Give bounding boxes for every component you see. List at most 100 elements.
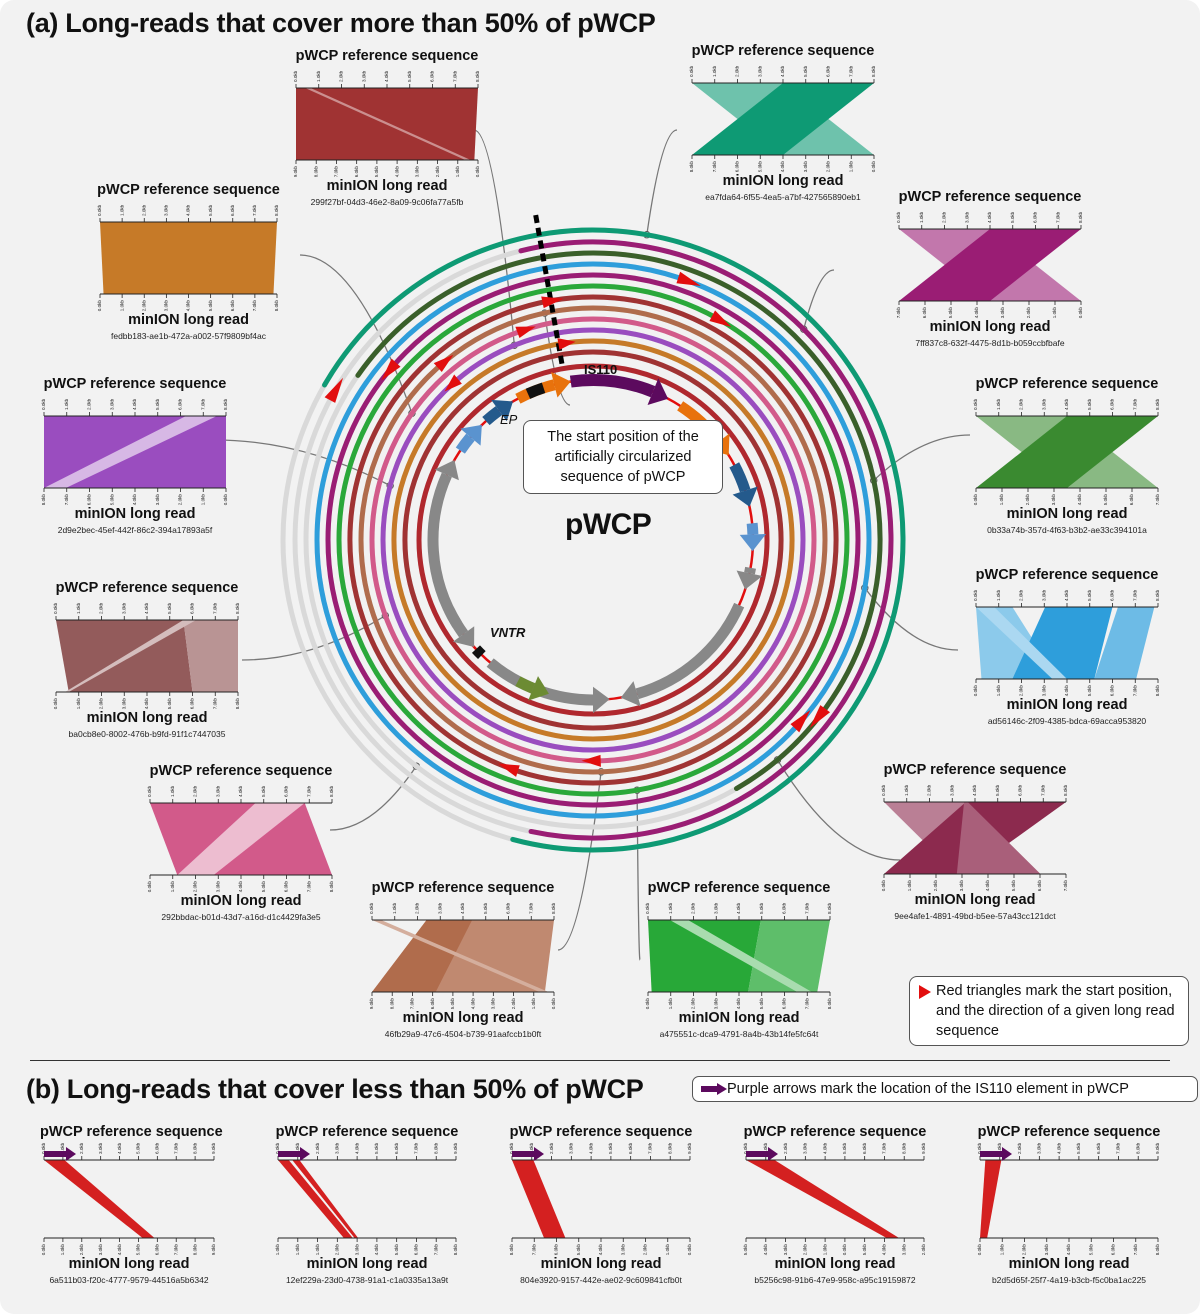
tick-label: 6.0kb bbox=[87, 494, 92, 506]
tick-label: 7.0kb bbox=[200, 398, 205, 410]
tick-label: 6.0kb bbox=[1037, 880, 1042, 892]
tick-label: 8.0kb bbox=[274, 300, 279, 312]
read-ring bbox=[314, 261, 872, 819]
tick-label: 3.0kb bbox=[1041, 685, 1046, 697]
start-triangle bbox=[381, 358, 401, 381]
tick-label: 2.0kb bbox=[1019, 398, 1024, 410]
tick-label: 5.0kb bbox=[1011, 880, 1016, 892]
is110-label: IS110 bbox=[584, 362, 618, 377]
red-triangle-icon bbox=[919, 985, 931, 999]
tick-label: 7.0kb bbox=[1055, 211, 1060, 223]
read-title: minION long read bbox=[86, 710, 208, 726]
partial-alignment-panel: pWCP reference sequence 0.0kb 1.0kb 2.0kb 3.… bbox=[976, 1124, 1162, 1286]
tick-label: 4.0kb bbox=[1064, 398, 1069, 410]
gene-map bbox=[427, 371, 767, 714]
alignment-plot: 0.0kb 1.0kb 2.0kb 3.0kb 4.0kb 5.0kb 6.0kb 7.0kb… bbox=[369, 902, 556, 1010]
tick-label: 0.0kb bbox=[881, 880, 886, 892]
tick-label: 0.0kb bbox=[871, 161, 876, 173]
tick-label: 8.0kb bbox=[827, 998, 832, 1010]
tick-label: 4.0kb bbox=[763, 1244, 768, 1256]
read-ring bbox=[416, 363, 770, 717]
tick-label: 3.0kb bbox=[164, 204, 169, 216]
tick-label: 3.0kb bbox=[959, 880, 964, 892]
tick-label: 8.0kb bbox=[1155, 1244, 1160, 1256]
tick-label: 3.0kb bbox=[109, 398, 114, 410]
alignment-block bbox=[512, 1160, 566, 1238]
read-title: minION long read bbox=[1006, 697, 1128, 713]
tick-label: 2.0kb bbox=[1025, 494, 1030, 506]
tick-label: 2.0kb bbox=[1026, 307, 1031, 319]
tick-label: 4.0kb bbox=[394, 166, 399, 178]
tick-label: 6.0kb bbox=[1129, 494, 1134, 506]
alignment-block bbox=[44, 1160, 155, 1238]
tick-label: 5.0kb bbox=[1087, 398, 1092, 410]
tick-label: 2.0kb bbox=[315, 1142, 320, 1154]
tick-label: 0.0kb bbox=[53, 602, 58, 614]
tick-label: 2.0kb bbox=[1019, 589, 1024, 601]
tick-label: 6.0kb bbox=[826, 65, 831, 77]
tick-label: 3.0kb bbox=[164, 300, 169, 312]
start-triangle bbox=[541, 296, 564, 309]
leader-line bbox=[803, 269, 835, 330]
tick-label: 5.0kb bbox=[450, 998, 455, 1010]
ref-sequence-title: pWCP reference sequence bbox=[40, 1124, 223, 1140]
leader-line bbox=[646, 129, 678, 235]
is110-arrow-icon bbox=[746, 1147, 778, 1161]
leader-line bbox=[557, 771, 602, 951]
leader-line bbox=[636, 790, 641, 961]
tick-label: 5.0kb bbox=[1088, 1244, 1093, 1256]
tick-label: 0.0kb bbox=[53, 698, 58, 710]
tick-label: 1.0kb bbox=[848, 161, 853, 173]
gene-arrow bbox=[736, 566, 763, 590]
tick-label: 7.0kb bbox=[528, 902, 533, 914]
is110-arrow-icon bbox=[278, 1147, 310, 1161]
ref-sequence-title: pWCP reference sequence bbox=[883, 762, 1067, 778]
tick-label: 5.0kb bbox=[576, 1244, 581, 1256]
tick-label: 3.0kb bbox=[121, 602, 126, 614]
start-triangle bbox=[324, 377, 344, 403]
ref-sequence-title: pWCP reference sequence bbox=[977, 1124, 1161, 1140]
tick-label: 5.0kb bbox=[948, 307, 953, 319]
read-id: 9ee4afe1-4891-49bd-b5ee-57a43cc121dct bbox=[894, 911, 1056, 921]
tick-label: 2.0kb bbox=[87, 398, 92, 410]
tick-label: 3.0kb bbox=[713, 902, 718, 914]
start-position-callout: The start position of the artificially c… bbox=[523, 420, 723, 494]
section-a-title: (a) Long-reads that cover more than 50% … bbox=[26, 8, 656, 38]
read-title: minION long read bbox=[180, 893, 302, 909]
tick-label: 2.0kb bbox=[415, 902, 420, 914]
tick-label: 3.0kb bbox=[949, 784, 954, 796]
tick-label: 2.0kb bbox=[79, 1244, 84, 1256]
ep-label: EP bbox=[500, 412, 518, 427]
tick-label: 2.0kb bbox=[803, 1244, 808, 1256]
tick-label: 1.0kb bbox=[295, 1142, 300, 1154]
tick-label: 2.0kb bbox=[339, 70, 344, 82]
tick-label: 7.0kb bbox=[1116, 1142, 1121, 1154]
tick-label: 5.0kb bbox=[759, 902, 764, 914]
alignment-plot: 0.0kb 1.0kb 2.0kb 3.0kb 4.0kb 5.0kb 6.0kb 7.0kb… bbox=[41, 1142, 216, 1256]
tick-label: 8.0kb bbox=[223, 398, 228, 410]
tick-label: 5.0kb bbox=[995, 784, 1000, 796]
tick-label: 7.0kb bbox=[334, 166, 339, 178]
alignment-block bbox=[177, 803, 305, 875]
read-id: b5256c98-91b6-47e9-958c-a95c19159872 bbox=[754, 1275, 916, 1285]
tick-label: 2.0kb bbox=[79, 1142, 84, 1154]
tick-label: 8.0kb bbox=[901, 1142, 906, 1154]
partial-alignment-panel: pWCP reference sequence 0.0kb 1.0kb 2.0kb 3.… bbox=[742, 1124, 928, 1286]
tick-label: 4.0kb bbox=[972, 784, 977, 796]
tick-label: 2.0kb bbox=[193, 785, 198, 797]
start-markers bbox=[324, 271, 831, 777]
read-id: 12ef229a-23d0-4738-91a1-c1a0335a13a9t bbox=[285, 1275, 449, 1285]
alignment-block bbox=[305, 88, 471, 160]
tick-label: 9.0kb bbox=[921, 1142, 926, 1154]
tick-label: 2.0kb bbox=[735, 65, 740, 77]
arrow-legend: Purple arrows mark the location of the I… bbox=[692, 1076, 1198, 1102]
alignment-panel: pWCP reference sequence 0.0kb 1.0kb 2.0kb 3.… bbox=[368, 880, 558, 1040]
tick-label: 7.0kb bbox=[648, 1142, 653, 1154]
tick-label: 8.0kb bbox=[509, 1244, 514, 1256]
tick-label: 4.0kb bbox=[354, 1142, 359, 1154]
tick-label: 2.0kb bbox=[927, 784, 932, 796]
tick-label: 5.0kb bbox=[483, 902, 488, 914]
tick-label: 7.0kb bbox=[414, 1142, 419, 1154]
tick-label: 6.0kb bbox=[394, 1142, 399, 1154]
